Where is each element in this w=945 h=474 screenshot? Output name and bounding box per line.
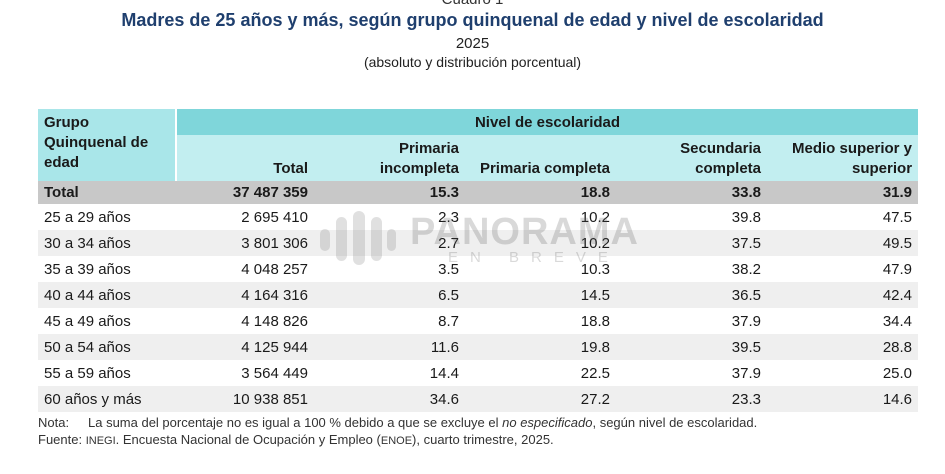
cell-total: 3 564 449 <box>241 364 308 382</box>
cell-total: 2 695 410 <box>241 208 308 226</box>
row-label: 30 a 34 años <box>38 230 176 256</box>
table-row: 50 a 54 años 4 125 944 11.6 19.8 39.5 28… <box>38 334 919 360</box>
cell-primaria-completa: 10.2 <box>465 230 616 256</box>
source-acronym: ENOE <box>380 435 413 447</box>
cell-medio-superior: 34.4 <box>882 312 913 330</box>
row-label: 45 a 49 años <box>44 312 131 330</box>
source-text: . Encuesta Nacional de Ocupación y Emple… <box>115 432 381 447</box>
column-header-medio-superior: Medio superior y superior <box>767 135 919 181</box>
table-number: Cuadro 1 <box>0 0 945 8</box>
cell-primaria-incompleta: 3.5 <box>438 260 459 278</box>
note-text-end: , según nivel de escolaridad. <box>592 415 758 430</box>
cell-primaria-incompleta: 2.7 <box>314 230 465 256</box>
cell-primaria-incompleta: 2.3 <box>438 208 459 226</box>
note-line: Nota: La suma del porcentaje no es igual … <box>38 414 757 431</box>
row-label: Total <box>38 181 176 204</box>
total-row: Total 37 487 359 15.3 18.8 33.8 31.9 <box>38 181 919 204</box>
row-label: 55 a 59 años <box>44 364 131 382</box>
cell-primaria-incompleta: 15.3 <box>314 181 465 204</box>
row-label: 50 a 54 años <box>38 334 176 360</box>
cell-primaria-completa: 18.8 <box>580 312 610 330</box>
source-line: Fuente: INEGI. Encuesta Nacional de Ocup… <box>38 431 757 450</box>
cell-primaria-incompleta: 6.5 <box>314 282 465 308</box>
cell-primaria-completa: 22.5 <box>580 364 610 382</box>
row-label: 60 años y más <box>38 386 176 412</box>
note-label: Nota: <box>38 415 70 430</box>
data-table: Grupo Quinquenal de edad Nivel de escola… <box>38 109 919 412</box>
cell-medio-superior: 14.6 <box>767 386 919 412</box>
cell-primaria-completa: 18.8 <box>465 181 616 204</box>
note-text: La suma del porcentaje no es igual a 100… <box>88 415 503 430</box>
table-subtitle: (absoluto y distribución porcentual) <box>363 54 582 70</box>
cell-primaria-completa: 27.2 <box>465 386 616 412</box>
cell-total: 4 125 944 <box>176 334 314 360</box>
cell-medio-superior: 47.5 <box>882 208 913 226</box>
cell-primaria-incompleta: 34.6 <box>314 386 465 412</box>
cell-total: 10 938 851 <box>176 386 314 412</box>
row-label: 25 a 29 años <box>44 208 131 226</box>
table-row: 60 años y más 10 938 851 34.6 27.2 23.3 … <box>38 386 919 412</box>
table-row: 40 a 44 años 4 164 316 6.5 14.5 36.5 42.… <box>38 282 919 308</box>
column-header-total: Total <box>176 135 314 181</box>
column-header-primaria-incompleta: Primaria incompleta <box>314 135 465 181</box>
cell-primaria-completa: 10.3 <box>580 260 610 278</box>
table-row: 25 a 29 años 2 695 410 2.3 10.2 39.8 47.… <box>38 204 918 230</box>
cell-primaria-completa: 10.2 <box>580 208 610 226</box>
cell-secundaria-completa: 39.5 <box>616 334 767 360</box>
table-row: 30 a 34 años 3 801 306 2.7 10.2 37.5 49.… <box>38 230 919 256</box>
column-header-primaria-completa: Primaria completa <box>465 135 616 181</box>
table-row: 45 a 49 años 4 148 826 8.7 18.8 37.9 34.… <box>38 308 918 334</box>
group-header: Grupo Quinquenal de edad <box>38 109 177 181</box>
cell-total: 4 148 826 <box>241 312 308 330</box>
row-label: 40 a 44 años <box>38 282 176 308</box>
cell-primaria-incompleta: 11.6 <box>314 334 465 360</box>
cell-primaria-incompleta: 8.7 <box>438 312 459 330</box>
cell-medio-superior: 47.9 <box>882 260 913 278</box>
cell-secundaria-completa: 39.8 <box>731 208 761 226</box>
cell-secundaria-completa: 23.3 <box>616 386 767 412</box>
cell-secundaria-completa: 38.2 <box>731 260 761 278</box>
cell-medio-superior: 42.4 <box>767 282 919 308</box>
column-header-secundaria-completa: Secundaria completa <box>616 135 767 181</box>
source-org: INEGI <box>85 435 116 447</box>
nivel-header: Nivel de escolaridad <box>176 109 919 135</box>
cell-total: 37 487 359 <box>176 181 314 204</box>
cell-secundaria-completa: 37.5 <box>616 230 767 256</box>
cell-medio-superior: 31.9 <box>767 181 919 204</box>
cell-secundaria-completa: 37.9 <box>731 364 761 382</box>
note-emphasis: no especificado <box>502 415 593 430</box>
table-row: 55 a 59 años 3 564 449 14.4 22.5 37.9 25… <box>38 360 918 386</box>
cell-total: 3 801 306 <box>176 230 314 256</box>
cell-medio-superior: 28.8 <box>767 334 919 360</box>
table-row: 35 a 39 años 4 048 257 3.5 10.3 38.2 47.… <box>38 256 918 282</box>
cell-primaria-completa: 19.8 <box>465 334 616 360</box>
cell-medio-superior: 49.5 <box>767 230 919 256</box>
table-notes: Nota: La suma del porcentaje no es igual … <box>38 414 757 450</box>
source-text-end: ), cuarto trimestre, 2025. <box>412 432 554 447</box>
cell-medio-superior: 25.0 <box>882 364 913 382</box>
cell-primaria-completa: 14.5 <box>465 282 616 308</box>
table-title: Madres de 25 años y más, según grupo qui… <box>121 10 824 30</box>
table-year: 2025 <box>455 35 490 52</box>
cell-primaria-incompleta: 14.4 <box>429 364 459 382</box>
row-label: 35 a 39 años <box>44 260 131 278</box>
cell-total: 4 048 257 <box>241 260 308 278</box>
cell-total: 4 164 316 <box>176 282 314 308</box>
cell-secundaria-completa: 37.9 <box>731 312 761 330</box>
cell-secundaria-completa: 33.8 <box>616 181 767 204</box>
cell-secundaria-completa: 36.5 <box>616 282 767 308</box>
source-label: Fuente: <box>38 432 86 447</box>
